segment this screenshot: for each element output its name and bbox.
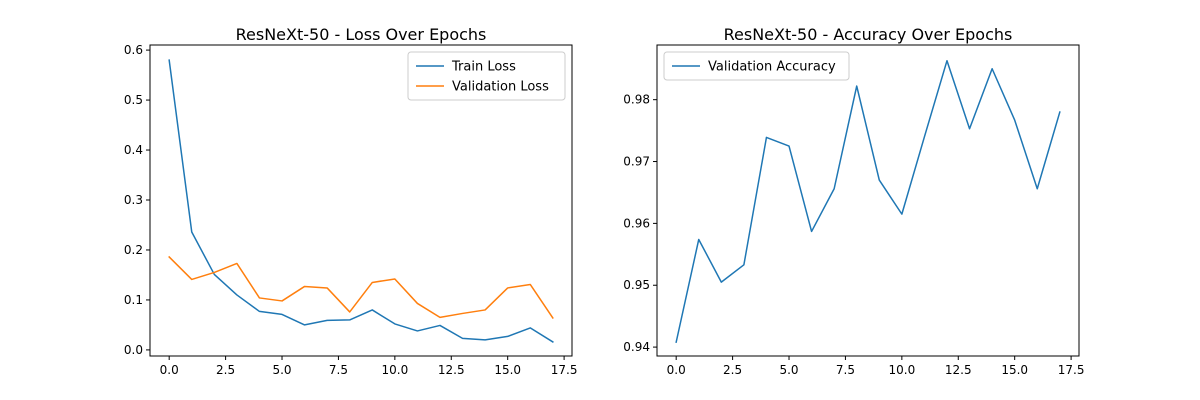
- loss-legend-box: [407, 51, 566, 101]
- accuracy-axis-ticks: 0.0 2.5 5.0 7.5 10.0 12.5 15.0 17.5 0.94 0.95 0.96…: [623, 93, 1084, 377]
- loss-y-tick-label: 0.0: [124, 343, 143, 357]
- validation-accuracy-line: [675, 59, 1061, 344]
- accuracy-y-tick-label: 0.94: [623, 340, 650, 354]
- accuracy-y-tick-label: 0.97: [623, 155, 650, 169]
- accuracy-x-tick-label: 17.5: [1058, 363, 1085, 377]
- loss-series-lines: [168, 59, 554, 343]
- loss-x-tick-label: 12.5: [438, 363, 465, 377]
- accuracy-y-tick-label: 0.96: [623, 216, 650, 230]
- loss-x-tick-label: 17.5: [551, 363, 578, 377]
- accuracy-plot-area: [657, 45, 1079, 356]
- accuracy-x-tick-label: 2.5: [723, 363, 742, 377]
- loss-y-tick-label: 0.5: [124, 93, 143, 107]
- loss-x-tick-label: 0.0: [160, 363, 179, 377]
- loss-y-tick-label: 0.2: [124, 243, 143, 257]
- validation-loss-line: [168, 255, 554, 319]
- validation-loss-legend-label: Validation Loss: [452, 80, 549, 95]
- loss-x-tick-label: 5.0: [272, 363, 291, 377]
- accuracy-x-tick-label: 12.5: [945, 363, 972, 377]
- accuracy-chart-title: ResNeXt-50 - Accuracy Over Epochs: [724, 25, 1013, 44]
- accuracy-plot-frame: [656, 44, 1080, 357]
- train-loss-legend-label: Train Loss: [451, 60, 516, 75]
- accuracy-y-tick-label: 0.95: [623, 278, 650, 292]
- accuracy-x-tick-label: 15.0: [1001, 363, 1028, 377]
- loss-axis-ticks: 0.0 2.5 5.0 7.5 10.0 12.5 15.0 17.5 0.0 0.1 0.2 0.3…: [124, 43, 578, 377]
- accuracy-chart-panel: ResNeXt-50 - Accuracy Over Epochs 0.0 2.5…: [623, 25, 1084, 377]
- loss-x-tick-label: 15.0: [494, 363, 521, 377]
- train-loss-line: [168, 59, 554, 343]
- loss-y-tick-label: 0.6: [124, 43, 143, 57]
- accuracy-x-tick-label: 0.0: [667, 363, 686, 377]
- loss-x-tick-label: 7.5: [329, 363, 348, 377]
- loss-x-tick-label: 2.5: [216, 363, 235, 377]
- accuracy-x-tick-label: 7.5: [836, 363, 855, 377]
- loss-legend: Train Loss Validation Loss: [407, 51, 566, 101]
- loss-y-tick-label: 0.4: [124, 143, 143, 157]
- loss-y-tick-label: 0.1: [124, 293, 143, 307]
- validation-accuracy-legend-label: Validation Accuracy: [708, 60, 836, 75]
- accuracy-y-tick-label: 0.98: [623, 93, 650, 107]
- loss-chart-panel: ResNeXt-50 - Loss Over Epochs 0.0 2.5 5.0 7…: [124, 25, 578, 377]
- loss-chart-title: ResNeXt-50 - Loss Over Epochs: [236, 25, 487, 44]
- loss-plot-frame: [149, 44, 573, 357]
- accuracy-x-tick-label: 10.0: [888, 363, 915, 377]
- accuracy-x-tick-label: 5.0: [779, 363, 798, 377]
- accuracy-legend: Validation Accuracy: [663, 51, 850, 81]
- loss-x-tick-label: 10.0: [381, 363, 408, 377]
- accuracy-series-lines: [675, 59, 1061, 344]
- loss-y-tick-label: 0.3: [124, 193, 143, 207]
- accuracy-legend-box: [663, 51, 850, 81]
